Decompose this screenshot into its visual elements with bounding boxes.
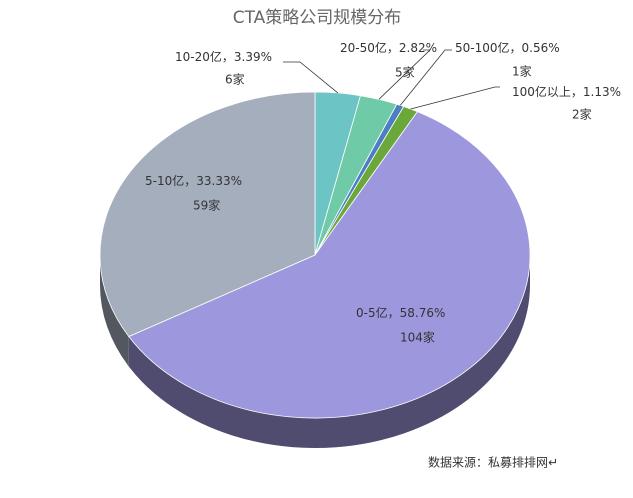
value-label: 2.82% [399, 41, 437, 55]
category-label: 5-10亿 [145, 173, 184, 188]
leader-line [283, 61, 339, 94]
count-label: 1家 [512, 64, 532, 79]
data-label: 5-10亿，33.33% [145, 173, 242, 188]
slice-side [100, 255, 129, 367]
slice-side [128, 255, 530, 448]
count-label: 5家 [395, 65, 415, 80]
value-label: 33.33% [196, 174, 242, 188]
data-label: 100亿以上，1.13% [512, 84, 621, 99]
source-note: 数据来源：私募排排网↵ [428, 455, 558, 470]
count-label: 6家 [225, 72, 245, 87]
label-separator: ， [387, 41, 399, 55]
value-label: 3.39% [234, 50, 272, 64]
data-label: 50-100亿，0.56% [455, 40, 560, 55]
value-label: 1.13% [583, 85, 621, 99]
label-separator: ， [222, 50, 234, 64]
data-label: 20-50亿，2.82% [340, 40, 437, 55]
leader-line [378, 49, 431, 100]
label-separator: ， [571, 85, 583, 99]
slice [99, 91, 316, 337]
category-label: 100亿以上 [512, 84, 571, 99]
label-separator: ， [388, 306, 400, 320]
category-label: 10-20亿 [175, 49, 222, 64]
value-label: 0.56% [522, 41, 560, 55]
count-label: 2家 [572, 107, 592, 122]
leader-line [399, 49, 452, 106]
value-label: 58.76% [400, 306, 446, 320]
label-separator: ， [184, 174, 196, 188]
leader-line [410, 86, 500, 110]
data-label: 10-20亿，3.39% [175, 49, 272, 64]
label-separator: ， [510, 41, 522, 55]
count-label: 104家 [400, 330, 435, 345]
slice [128, 111, 531, 419]
data-label: 0-5亿，58.76% [356, 305, 445, 320]
count-label: 59家 [193, 198, 220, 213]
category-label: 20-50亿 [340, 40, 387, 55]
chart-title: CTA策略公司规模分布 [233, 8, 402, 28]
category-label: 50-100亿 [455, 40, 510, 55]
category-label: 0-5亿 [356, 305, 388, 320]
